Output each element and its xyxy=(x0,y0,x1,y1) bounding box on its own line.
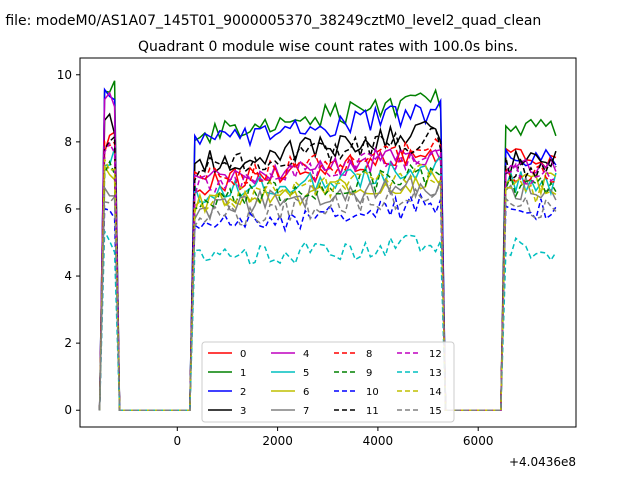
y-tick-label: 6 xyxy=(64,202,72,216)
x-axis: 0 2000 4000 6000 xyxy=(173,427,493,448)
legend-label-13: 13 xyxy=(429,368,442,379)
series-line-15 xyxy=(98,181,557,411)
y-tick-label: 10 xyxy=(57,68,72,82)
series-lines xyxy=(98,80,557,411)
legend-label-9: 9 xyxy=(366,368,372,379)
plot-frame xyxy=(79,57,577,428)
legend-label-7: 7 xyxy=(303,406,309,417)
legend-label-11: 11 xyxy=(366,406,379,417)
x-offset-label: +4.0436e8 xyxy=(509,455,576,469)
legend-label-12: 12 xyxy=(429,349,442,360)
chart-title: Quadrant 0 module wise count rates with … xyxy=(138,39,518,55)
legend-label-10: 10 xyxy=(366,387,379,398)
legend-label-15: 15 xyxy=(429,406,442,417)
legend-label-3: 3 xyxy=(240,406,246,417)
legend-label-4: 4 xyxy=(303,349,309,360)
legend-label-1: 1 xyxy=(240,368,246,379)
x-tick-label: 4000 xyxy=(363,434,394,448)
y-tick-label: 4 xyxy=(64,269,72,283)
legend-label-6: 6 xyxy=(303,387,309,398)
legend-box xyxy=(201,341,455,423)
x-tick-label: 6000 xyxy=(463,434,494,448)
y-tick-label: 8 xyxy=(64,135,72,149)
figure-suptitle: n file: modeM0/AS1A07_145T01_9000005370_… xyxy=(0,13,541,29)
x-tick-label: 0 xyxy=(173,434,181,448)
y-tick-label: 2 xyxy=(64,336,72,350)
legend-label-2: 2 xyxy=(240,387,246,398)
y-axis: 0 2 4 6 8 10 xyxy=(57,68,80,417)
legend-label-0: 0 xyxy=(240,349,246,360)
y-tick-label: 0 xyxy=(64,403,72,417)
x-tick-label: 2000 xyxy=(262,434,293,448)
legend-label-5: 5 xyxy=(303,368,309,379)
legend-label-14: 14 xyxy=(429,387,442,398)
legend-label-8: 8 xyxy=(366,349,372,360)
